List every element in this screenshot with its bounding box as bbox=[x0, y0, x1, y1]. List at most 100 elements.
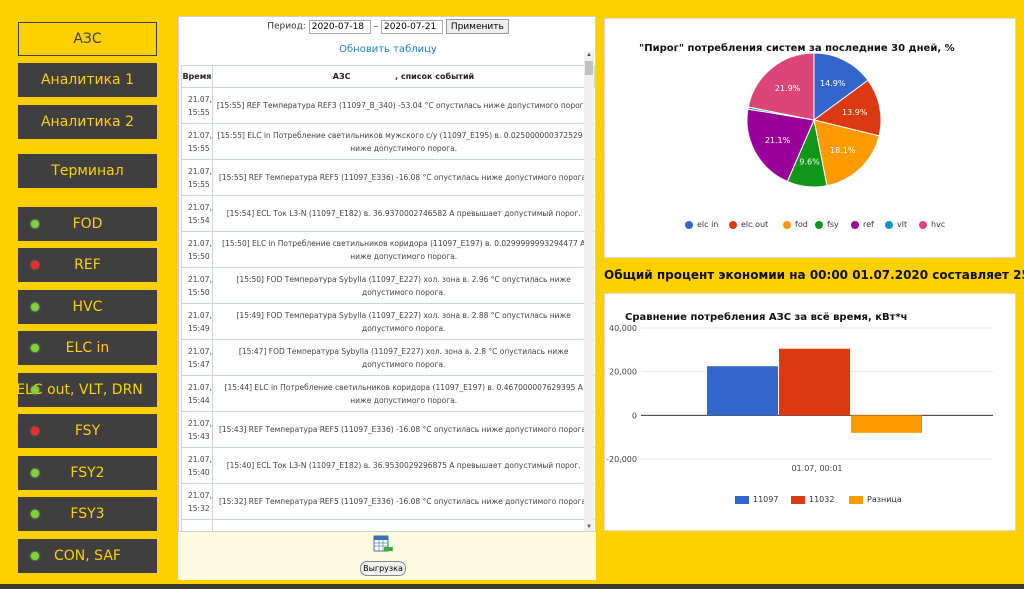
sidebar-item-ref[interactable]: REF bbox=[18, 248, 157, 282]
event-date: 21.07, bbox=[188, 130, 212, 140]
bar-legend-item[interactable]: 11097 bbox=[735, 495, 778, 504]
event-message: [15:49] FOD Температура Sybylla (11097_E… bbox=[211, 303, 595, 340]
apply-button[interactable]: Применить bbox=[445, 19, 509, 34]
refresh-table-link[interactable]: Обновить таблицу bbox=[339, 44, 437, 55]
event-clock: 15:50 bbox=[188, 251, 210, 261]
sidebar-item-fsy3[interactable]: FSY3 bbox=[18, 497, 157, 531]
events-table-container: Период: – Применить Обновить таблицу Вре… bbox=[178, 16, 596, 532]
pie-slice-hvc[interactable] bbox=[747, 52, 815, 121]
legend-swatch-icon bbox=[783, 220, 791, 229]
table-row: 21.07, 15:55 [15:55] REF Температура REF3 … bbox=[181, 87, 595, 124]
table-row: 21.07, 15:44 [15:44] ELC in Потребление св… bbox=[181, 375, 595, 412]
event-message: [15:50] ELC in Потребление светильников … bbox=[211, 231, 595, 268]
event-date: 21.07, bbox=[188, 490, 212, 500]
bar-разница[interactable] bbox=[851, 415, 922, 433]
event-clock: 15:50 bbox=[188, 287, 210, 297]
pie-slice-label: 18.1% bbox=[830, 146, 856, 155]
event-time: 21.07, 15:43 bbox=[181, 411, 213, 448]
event-date: 21.07, bbox=[188, 531, 212, 532]
sidebar: АЗС Аналитика 1 Аналитика 2 Терминал FOD REF H… bbox=[0, 0, 170, 584]
pie-legend-item[interactable]: ref bbox=[851, 220, 874, 229]
bottom-border bbox=[0, 584, 1024, 589]
event-time: 21.07, bbox=[181, 519, 213, 532]
event-time: 21.07, 15:32 bbox=[181, 483, 213, 520]
table-row: 21.07, 15:43 [15:43] REF Температура REF5 … bbox=[181, 411, 595, 448]
legend-label: fsy bbox=[827, 220, 839, 229]
spreadsheet-export-icon[interactable] bbox=[373, 535, 393, 555]
event-message: [15:55] REF Температура REF5 (11097_E336… bbox=[211, 159, 595, 196]
scroll-thumb[interactable] bbox=[585, 61, 593, 75]
event-clock: 15:49 bbox=[188, 323, 210, 333]
sidebar-item-fod[interactable]: FOD bbox=[18, 207, 157, 241]
pie-legend-item[interactable]: elc out bbox=[729, 220, 768, 229]
pie-legend-item[interactable]: vlt bbox=[885, 220, 907, 229]
sidebar-item-fsy[interactable]: FSY bbox=[18, 414, 157, 448]
status-green-icon bbox=[31, 510, 39, 518]
pie-slice-elc-out[interactable] bbox=[812, 79, 882, 137]
event-message-line: [15:49] FOD Температура Sybylla (11097_E… bbox=[236, 310, 571, 320]
sidebar-item-label: Аналитика 2 bbox=[40, 114, 134, 130]
event-date: 21.07, bbox=[188, 166, 212, 176]
pie-legend-item[interactable]: fod bbox=[783, 220, 808, 229]
pie-legend-item[interactable]: elc in bbox=[685, 220, 718, 229]
sidebar-item-label: Терминал bbox=[51, 163, 124, 179]
event-date: 21.07, bbox=[188, 94, 212, 104]
sidebar-item-аналитика-1[interactable]: Аналитика 1 bbox=[18, 63, 157, 97]
savings-summary: Общий процент экономии на 00:00 01.07.20… bbox=[604, 268, 1024, 282]
event-message: [15:40] ECL Ток L3-N (11097_E182) в. 36.… bbox=[211, 447, 595, 484]
event-time: 21.07, 15:44 bbox=[181, 375, 213, 412]
date-to-input[interactable] bbox=[380, 19, 443, 34]
pie-slice-label: 21.9% bbox=[775, 84, 801, 93]
status-green-icon bbox=[31, 469, 39, 477]
sidebar-item-elc-in[interactable]: ELC in bbox=[18, 331, 157, 365]
scroll-down-arrow-icon[interactable]: ▼ bbox=[586, 524, 592, 530]
event-message-line: допустимого порога. bbox=[362, 287, 446, 297]
sidebar-item-терминал[interactable]: Терминал bbox=[18, 154, 157, 188]
event-clock: 15:32 bbox=[188, 503, 210, 513]
pie-slice-elc-in[interactable] bbox=[813, 52, 869, 121]
status-red-icon bbox=[31, 261, 39, 269]
bar-legend-item[interactable]: 11032 bbox=[791, 495, 834, 504]
pie-slice-fod[interactable] bbox=[813, 119, 880, 187]
event-message-line: [15:40] ECL Ток L3-N (11097_E182) в. 36.… bbox=[226, 461, 581, 470]
legend-label: vlt bbox=[897, 220, 908, 229]
scroll-up-arrow-icon[interactable]: ▲ bbox=[586, 52, 592, 58]
table-row: 21.07, [15:30] ELC in Потребление светиль… bbox=[181, 519, 595, 532]
bar-11032[interactable] bbox=[779, 348, 850, 416]
event-clock: 15:55 bbox=[188, 179, 210, 189]
event-date: 21.07, bbox=[188, 454, 212, 464]
sidebar-item-label: ELC out, VLT, DRN bbox=[16, 382, 143, 398]
sidebar-item-con-saf[interactable]: CON, SAF bbox=[18, 539, 157, 573]
y-tick-label: 20,000 bbox=[609, 368, 637, 377]
event-date: 21.07, bbox=[188, 274, 212, 284]
sidebar-item-label: FSY2 bbox=[70, 465, 105, 481]
status-green-icon bbox=[31, 344, 39, 352]
sidebar-item-hvc[interactable]: HVC bbox=[18, 290, 157, 324]
table-row: 21.07, 15:55 [15:55] ELC in Потребление св… bbox=[181, 123, 595, 160]
sidebar-item-аналитика-2[interactable]: Аналитика 2 bbox=[18, 105, 157, 139]
event-time: 21.07, 15:55 bbox=[181, 123, 213, 160]
x-category-label: 01.07, 00:01 bbox=[791, 464, 842, 473]
export-button[interactable]: Выгрузка bbox=[360, 561, 406, 576]
event-time: 21.07, 15:54 bbox=[181, 195, 213, 232]
sidebar-item-fsy2[interactable]: FSY2 bbox=[18, 456, 157, 490]
event-time: 21.07, 15:49 bbox=[181, 303, 213, 340]
sidebar-item-elc-out-vlt-drn[interactable]: ELC out, VLT, DRN bbox=[16, 373, 157, 407]
event-message-line: [15:54] ECL Ток L3-N (11097_E182) в. 36.… bbox=[226, 209, 581, 218]
pie-legend-item[interactable]: fsy bbox=[815, 220, 839, 229]
legend-label: 11032 bbox=[809, 495, 835, 504]
pie-legend-item[interactable]: hvc bbox=[919, 220, 945, 229]
date-from-input[interactable] bbox=[308, 19, 371, 34]
event-clock: 15:40 bbox=[188, 467, 210, 477]
period-filter: Период: – Применить bbox=[179, 19, 595, 34]
bar-chart: 40,000 20,000 0 -20,000 01.07, 00:01 bbox=[606, 324, 993, 473]
event-message-line: допустимого порога. bbox=[362, 359, 446, 369]
pie-slice-ref[interactable] bbox=[746, 108, 815, 183]
event-message: [15:54] ECL Ток L3-N (11097_E182) в. 36.… bbox=[211, 195, 595, 232]
event-message: [15:43] REF Температура REF5 (11097_E336… bbox=[211, 411, 595, 448]
table-scrollbar[interactable]: ▲ ▼ bbox=[584, 51, 594, 531]
bar-11097[interactable] bbox=[707, 366, 778, 416]
bar-legend-item[interactable]: Разница bbox=[849, 495, 902, 504]
pie-chart-title: "Пирог" потребления систем за последние … bbox=[639, 43, 955, 54]
sidebar-item-азс[interactable]: АЗС bbox=[18, 22, 157, 56]
